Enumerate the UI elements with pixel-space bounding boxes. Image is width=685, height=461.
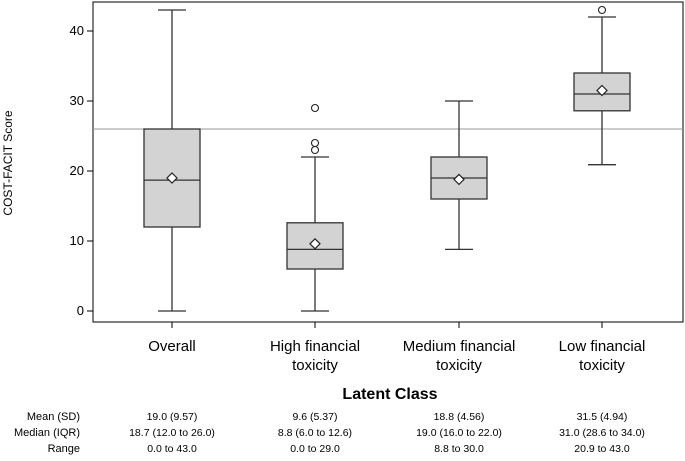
stat-cell: 19.0 (16.0 to 22.0) bbox=[416, 427, 502, 439]
y-tick-0: 0 bbox=[76, 303, 84, 318]
x-axis-title: Latent Class bbox=[342, 386, 438, 403]
stats-row-label-median: Median (IQR) bbox=[13, 427, 80, 439]
outlier-circle-icon bbox=[310, 138, 320, 148]
stat-cell: 8.8 to 30.0 bbox=[434, 443, 484, 455]
stat-cell: 8.8 (6.0 to 12.6) bbox=[277, 427, 353, 439]
x-category-low: Low financial toxicity bbox=[532, 337, 672, 375]
stat-cell: 31.5 (4.94) bbox=[576, 411, 628, 423]
x-category-label: Low financial bbox=[558, 338, 646, 355]
x-category-label: High financial bbox=[269, 338, 361, 355]
outlier-circle-icon bbox=[597, 5, 607, 15]
stat-cell: 31.0 (28.6 to 34.0) bbox=[559, 427, 645, 439]
y-tick-40: 40 bbox=[69, 23, 84, 38]
mean-diamond-icon bbox=[309, 237, 321, 250]
stat-cell: 18.7 (12.0 to 26.0) bbox=[129, 427, 215, 439]
y-tick-20: 20 bbox=[69, 163, 84, 178]
mean-diamond-icon bbox=[596, 84, 608, 97]
outlier-circle-icon bbox=[310, 103, 320, 113]
x-category-label: toxicity bbox=[292, 357, 338, 374]
x-category-label: Medium financial bbox=[402, 338, 516, 355]
x-category-label: toxicity bbox=[436, 357, 482, 374]
stat-cell: 18.8 (4.56) bbox=[433, 411, 485, 423]
outlier-circle-icon bbox=[310, 145, 320, 155]
stat-cell: 20.9 to 43.0 bbox=[574, 443, 630, 455]
mean-diamond-icon bbox=[453, 173, 465, 186]
stat-cell: 19.0 (9.57) bbox=[146, 411, 198, 423]
y-tick-30: 30 bbox=[69, 93, 84, 108]
x-category-high: High financial toxicity bbox=[245, 337, 385, 375]
y-axis-label: COST-FACIT Score bbox=[1, 110, 15, 216]
stat-cell: 0.0 to 43.0 bbox=[147, 443, 197, 455]
x-category-medium: Medium financial toxicity bbox=[389, 337, 529, 375]
stat-cell: 9.6 (5.37) bbox=[292, 411, 338, 423]
y-tick-10: 10 bbox=[69, 233, 84, 248]
stats-row-label-mean: Mean (SD) bbox=[26, 411, 80, 423]
x-category-overall: Overall bbox=[102, 337, 242, 356]
mean-diamond-icon bbox=[166, 172, 178, 184]
plot-frame bbox=[92, 1, 684, 323]
x-category-label: toxicity bbox=[579, 357, 625, 374]
stats-row-label-range: Range bbox=[47, 443, 80, 455]
stat-cell: 0.0 to 29.0 bbox=[290, 443, 340, 455]
x-category-label: Overall bbox=[148, 338, 196, 355]
